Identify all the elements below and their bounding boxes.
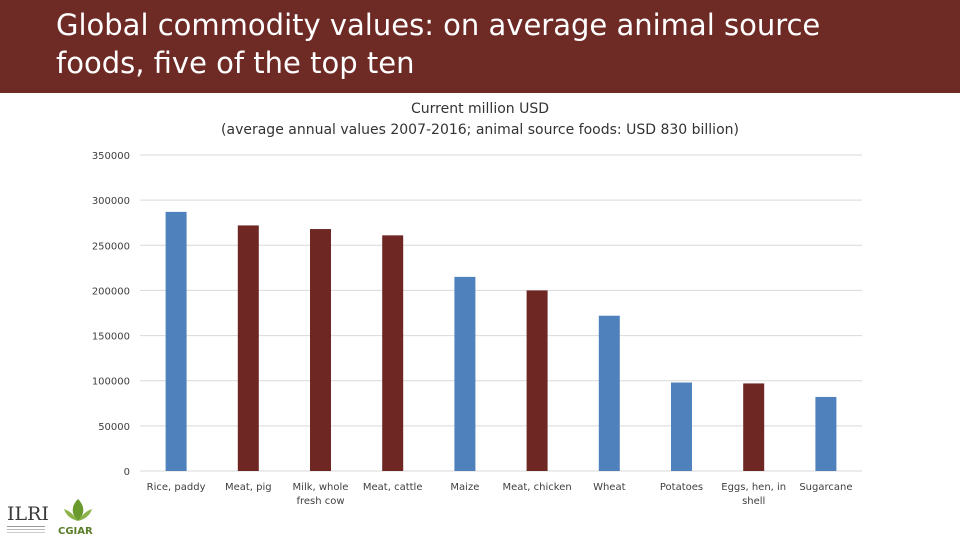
bar	[454, 276, 476, 471]
slide-title-line-1: Global commodity values: on average anim…	[56, 8, 821, 42]
y-tick-label: 300000	[92, 196, 130, 207]
y-tick-label: 0	[124, 467, 130, 478]
x-tick-label: shell	[742, 496, 765, 507]
x-tick-label: Maize	[450, 482, 479, 493]
bar	[237, 225, 259, 471]
ilri-logo-rule	[7, 526, 45, 527]
bar	[165, 211, 187, 471]
chart-title-line-1: Current million USD	[410, 101, 550, 117]
x-tick-label: fresh cow	[296, 496, 344, 507]
y-tick-label: 150000	[92, 332, 130, 343]
y-tick-label: 50000	[98, 422, 130, 433]
x-tick-label: Sugarcane	[799, 482, 852, 493]
x-tick-label: Wheat	[593, 482, 626, 493]
bar	[382, 235, 404, 471]
bar	[526, 290, 548, 471]
ilri-logo-rule	[7, 529, 45, 530]
header-bar: Global commodity values: on average anim…	[0, 0, 960, 93]
y-tick-label: 350000	[92, 151, 130, 162]
ilri-logo: ILRI	[7, 503, 49, 525]
bar	[671, 382, 692, 471]
x-tick-label: Milk, whole	[293, 482, 349, 493]
bar	[815, 396, 837, 471]
y-tick-label: 100000	[92, 377, 130, 388]
x-tick-label: Meat, chicken	[502, 482, 571, 493]
cgiar-logo: CGIAR	[58, 526, 93, 537]
x-tick-label: Meat, cattle	[363, 482, 423, 493]
ilri-logo-rule	[7, 532, 45, 533]
x-tick-label: Eggs, hen, in	[721, 482, 786, 493]
slide-title-line-2: foods, five of the top ten	[56, 46, 415, 80]
y-tick-label: 200000	[92, 286, 130, 297]
x-tick-label: Potatoes	[660, 482, 703, 493]
bar	[743, 383, 765, 471]
x-tick-label: Meat, pig	[225, 482, 272, 493]
chart-title-line-2: (average annual values 2007-2016; animal…	[221, 122, 739, 138]
slide-title: Global commodity values: on average anim…	[56, 6, 936, 82]
chart-title: Current million USD (average annual valu…	[140, 99, 820, 141]
cgiar-leaf-icon	[64, 499, 92, 521]
x-tick-label: Rice, paddy	[147, 482, 206, 493]
bar	[598, 315, 620, 471]
y-tick-label: 250000	[92, 241, 130, 252]
logo-area: ILRI CGIAR	[0, 495, 110, 540]
bar	[310, 229, 331, 471]
